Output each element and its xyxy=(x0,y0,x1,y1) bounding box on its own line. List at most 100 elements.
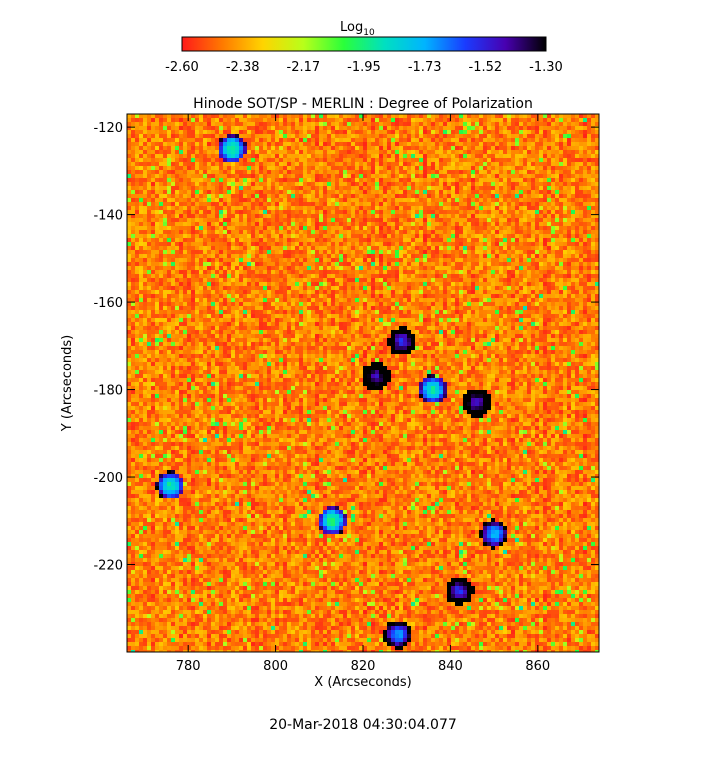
heatmap-cell xyxy=(427,118,431,122)
heatmap-cell xyxy=(367,278,371,282)
heatmap-cell xyxy=(571,114,575,118)
heatmap-cell xyxy=(371,270,375,274)
heatmap-cell xyxy=(147,214,151,218)
heatmap-cell xyxy=(403,166,407,170)
heatmap-cell xyxy=(251,162,255,166)
heatmap-cell xyxy=(347,230,351,234)
heatmap-cell xyxy=(307,258,311,262)
heatmap-cell xyxy=(147,282,151,286)
heatmap-cell xyxy=(259,118,263,122)
heatmap-cell xyxy=(219,282,223,286)
heatmap-cell xyxy=(491,130,495,134)
heatmap-cell xyxy=(387,258,391,262)
heatmap-cell xyxy=(231,146,235,150)
heatmap-cell xyxy=(323,254,327,258)
heatmap-cell xyxy=(355,258,359,262)
heatmap-cell xyxy=(319,158,323,162)
heatmap-cell xyxy=(459,198,463,202)
heatmap-cell xyxy=(331,198,335,202)
heatmap-cell xyxy=(463,218,467,222)
heatmap-cell xyxy=(167,230,171,234)
heatmap-cell xyxy=(151,202,155,206)
heatmap-cell xyxy=(219,146,223,150)
heatmap-cell xyxy=(343,274,347,278)
heatmap-cell xyxy=(503,270,507,274)
heatmap-cell xyxy=(591,146,595,150)
heatmap-cell xyxy=(235,258,239,262)
heatmap-cell xyxy=(207,186,211,190)
heatmap-cell xyxy=(523,278,527,282)
heatmap-cell xyxy=(135,218,139,222)
heatmap-cell xyxy=(483,218,487,222)
heatmap-cell xyxy=(319,266,323,270)
heatmap-cell xyxy=(303,258,307,262)
heatmap-cell xyxy=(359,190,363,194)
heatmap-cell xyxy=(239,242,243,246)
heatmap-cell xyxy=(283,226,287,230)
heatmap-cell xyxy=(275,190,279,194)
heatmap-cell xyxy=(275,222,279,226)
heatmap-cell xyxy=(335,266,339,270)
heatmap-cell xyxy=(271,170,275,174)
heatmap-cell xyxy=(527,118,531,122)
heatmap-cell xyxy=(267,126,271,130)
heatmap-cell xyxy=(543,134,547,138)
heatmap-cell xyxy=(183,242,187,246)
heatmap-cell xyxy=(279,142,283,146)
heatmap-cell xyxy=(331,270,335,274)
heatmap-cell xyxy=(391,270,395,274)
heatmap-cell xyxy=(395,206,399,210)
heatmap-cell xyxy=(131,126,135,130)
heatmap-cell xyxy=(579,170,583,174)
heatmap-cell xyxy=(523,214,527,218)
heatmap-cell xyxy=(575,202,579,206)
heatmap-cell xyxy=(195,218,199,222)
heatmap-cell xyxy=(215,266,219,270)
heatmap-cell xyxy=(535,190,539,194)
heatmap-cell xyxy=(159,122,163,126)
heatmap-cell xyxy=(399,242,403,246)
heatmap-cell xyxy=(543,182,547,186)
heatmap-cell xyxy=(211,170,215,174)
heatmap-cell xyxy=(511,206,515,210)
heatmap-cell xyxy=(475,214,479,218)
heatmap-cell xyxy=(227,262,231,266)
heatmap-cell xyxy=(523,254,527,258)
heatmap-cell xyxy=(307,122,311,126)
heatmap-cell xyxy=(295,258,299,262)
heatmap-cell xyxy=(383,234,387,238)
heatmap-cell xyxy=(203,134,207,138)
heatmap-cell xyxy=(551,246,555,250)
heatmap-cell xyxy=(207,122,211,126)
heatmap-cell xyxy=(303,270,307,274)
heatmap-cell xyxy=(195,194,199,198)
heatmap-cell xyxy=(459,222,463,226)
heatmap-cell xyxy=(287,114,291,118)
heatmap-cell xyxy=(447,270,451,274)
heatmap-cell xyxy=(203,170,207,174)
heatmap-cell xyxy=(483,262,487,266)
heatmap-cell xyxy=(355,218,359,222)
heatmap-cell xyxy=(367,134,371,138)
heatmap-cell xyxy=(263,202,267,206)
heatmap-cell xyxy=(211,186,215,190)
heatmap-cell xyxy=(335,162,339,166)
heatmap-cell xyxy=(459,246,463,250)
heatmap-cell xyxy=(383,126,387,130)
heatmap-cell xyxy=(459,134,463,138)
heatmap-cell xyxy=(251,206,255,210)
heatmap-cell xyxy=(255,114,259,118)
heatmap-cell xyxy=(143,138,147,142)
heatmap-cell xyxy=(259,238,263,242)
heatmap-cell xyxy=(143,190,147,194)
heatmap-cell xyxy=(335,150,339,154)
heatmap-cell xyxy=(143,242,147,246)
heatmap-cell xyxy=(199,174,203,178)
heatmap-cell xyxy=(415,210,419,214)
heatmap-cell xyxy=(155,138,159,142)
heatmap-cell xyxy=(151,134,155,138)
heatmap-cell xyxy=(287,230,291,234)
heatmap-cell xyxy=(307,266,311,270)
heatmap-cell xyxy=(439,250,443,254)
heatmap-cell xyxy=(203,226,207,230)
